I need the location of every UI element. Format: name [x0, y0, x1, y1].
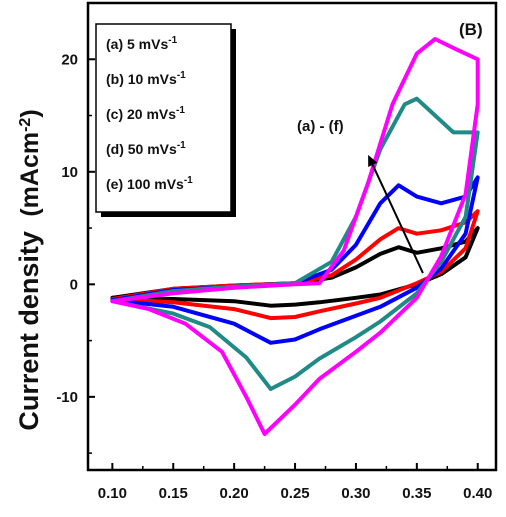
- x-tick-label: 0.10: [98, 485, 127, 502]
- y-axis-title: Current density (mAcm-2): [14, 109, 44, 430]
- y-axis-title-close: ): [16, 109, 44, 117]
- series-line-5: [110, 37, 480, 436]
- legend-entry: (c) 20 mVs-1: [106, 105, 185, 122]
- annotation-arrow: [371, 164, 424, 274]
- y-axis-title-main: Current density: [14, 231, 44, 431]
- annotation: (a) - (f): [297, 118, 424, 274]
- x-tick-label: 0.30: [341, 485, 370, 502]
- legend: (a) 5 mVs-1 (b) 10 mVs-1 (c) 20 mVs-1 (d) 5…: [95, 23, 236, 217]
- legend-entry: (b) 10 mVs-1: [106, 70, 186, 87]
- y-axis-title-exp: -2: [17, 118, 34, 132]
- series-line-3: [110, 175, 480, 345]
- series-line-4: [110, 96, 480, 391]
- x-tick-label: 0.40: [463, 485, 492, 502]
- y-tick-label: 0: [70, 276, 78, 293]
- x-tick-label: 0.25: [280, 485, 309, 502]
- y-axis-title-unit: (mAcm: [16, 132, 44, 217]
- y-tick-label: 10: [61, 164, 78, 181]
- series-layer: [110, 37, 480, 436]
- legend-box: [95, 23, 232, 213]
- x-tick-label: 0.15: [159, 485, 188, 502]
- legend-entry: (d) 50 mVs-1: [106, 140, 186, 157]
- y-tick-label: -10: [56, 389, 78, 406]
- x-tick-label: 0.20: [220, 485, 249, 502]
- annotation-arrowhead: [368, 154, 378, 167]
- y-tick-label: 20: [61, 51, 78, 68]
- series-line-2: [110, 209, 480, 321]
- plot-frame: [86, 1, 498, 472]
- axes-layer: 0.10 0.15 0.20 0.25 0.30 0.35 0.40 -10 0 10 20: [56, 2, 492, 502]
- panel-label: (B): [459, 20, 483, 39]
- legend-entry: (e) 100 mVs-1: [106, 175, 193, 192]
- svg-text:Current density (mAcm-2): Current density (mAcm-2): [14, 109, 44, 430]
- annotation-label: (a) - (f): [297, 118, 344, 135]
- legend-entry: (a) 5 mVs-1: [106, 35, 178, 52]
- x-tick-label: 0.35: [402, 485, 431, 502]
